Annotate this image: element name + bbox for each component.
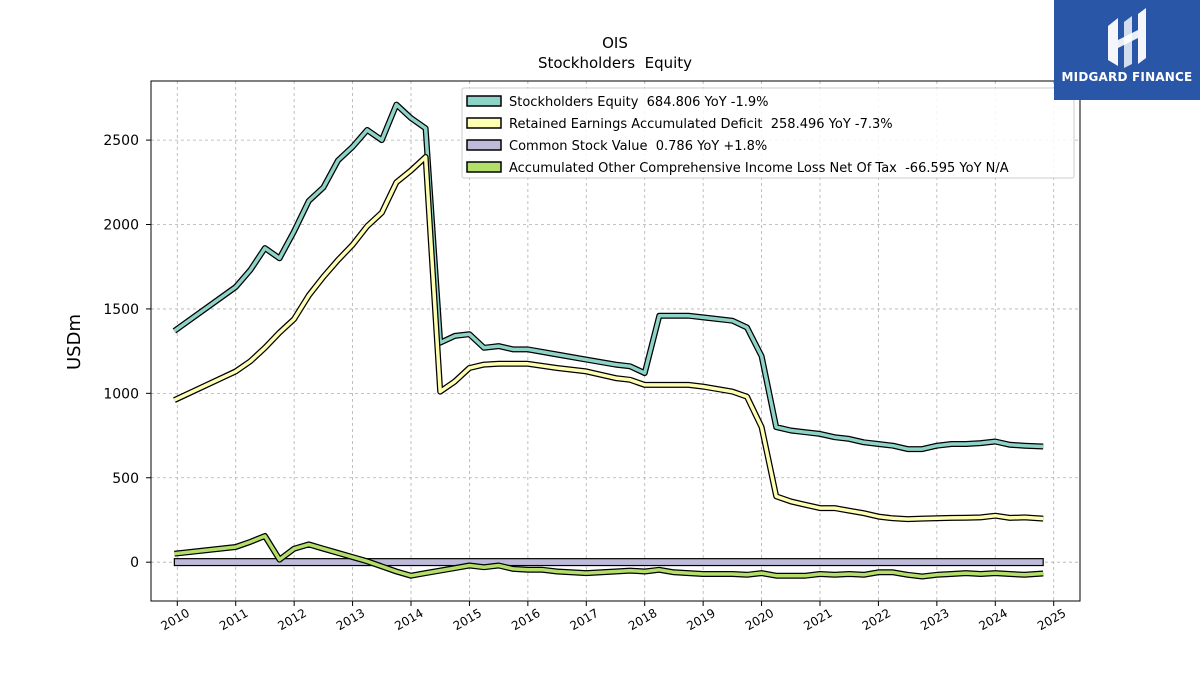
- y-tick-label: 2000: [103, 218, 139, 234]
- legend-label: Retained Earnings Accumulated Deficit 25…: [509, 117, 893, 132]
- x-tick-label: 2019: [684, 606, 717, 633]
- x-tick-label: 2013: [334, 606, 367, 633]
- legend-label: Accumulated Other Comprehensive Income L…: [509, 161, 1009, 176]
- legend: Stockholders Equity 684.806 YoY -1.9% Ret…: [461, 87, 1075, 179]
- x-tick-label: 2024: [977, 606, 1010, 633]
- x-tick-label: 2011: [217, 606, 250, 633]
- x-tick-label: 2025: [1035, 606, 1068, 633]
- x-tick-label: 2014: [392, 606, 425, 633]
- y-tick-label: 500: [112, 471, 139, 487]
- y-axis-label: USDm: [64, 314, 85, 370]
- x-tick-label: 2022: [860, 606, 893, 633]
- legend-swatch: [466, 139, 502, 151]
- legend-swatch: [466, 161, 502, 173]
- y-tick-label: 2500: [103, 133, 139, 149]
- x-tick-label: 2017: [568, 606, 601, 633]
- x-tick-label: 2021: [801, 606, 834, 633]
- series-line-0: [173, 102, 1044, 451]
- legend-swatch: [466, 117, 502, 129]
- x-tick-label: 2010: [159, 606, 192, 633]
- logo-mark-icon: [1108, 8, 1146, 68]
- legend-swatch: [466, 95, 502, 107]
- x-tick-label: 2018: [626, 606, 659, 633]
- legend-label: Common Stock Value 0.786 YoY +1.8%: [509, 139, 767, 154]
- chart-subtitle: Stockholders Equity: [538, 54, 692, 72]
- plot-frame: [150, 80, 1081, 602]
- series-group: [172, 101, 1044, 580]
- x-tick-label: 2016: [509, 606, 542, 633]
- logo-text: MIDGARD FINANCE: [1061, 70, 1193, 84]
- x-tick-label: 2012: [275, 606, 308, 633]
- series-band-2: [173, 558, 1044, 567]
- y-tick-label: 1500: [103, 302, 139, 318]
- midgard-finance-logo: MIDGARD FINANCE: [1054, 0, 1200, 100]
- series-line-1: [173, 155, 1044, 521]
- chart-title: OIS: [602, 34, 628, 52]
- x-tick-label: 2015: [451, 606, 484, 633]
- y-tick-label: 0: [130, 555, 139, 571]
- series-line-3: [174, 534, 1044, 579]
- x-tick-label: 2020: [743, 606, 776, 633]
- y-tick-label: 1000: [103, 386, 139, 402]
- legend-box: [461, 87, 1075, 179]
- x-tick-label: 2023: [918, 606, 951, 633]
- legend-label: Stockholders Equity 684.806 YoY -1.9%: [509, 95, 769, 110]
